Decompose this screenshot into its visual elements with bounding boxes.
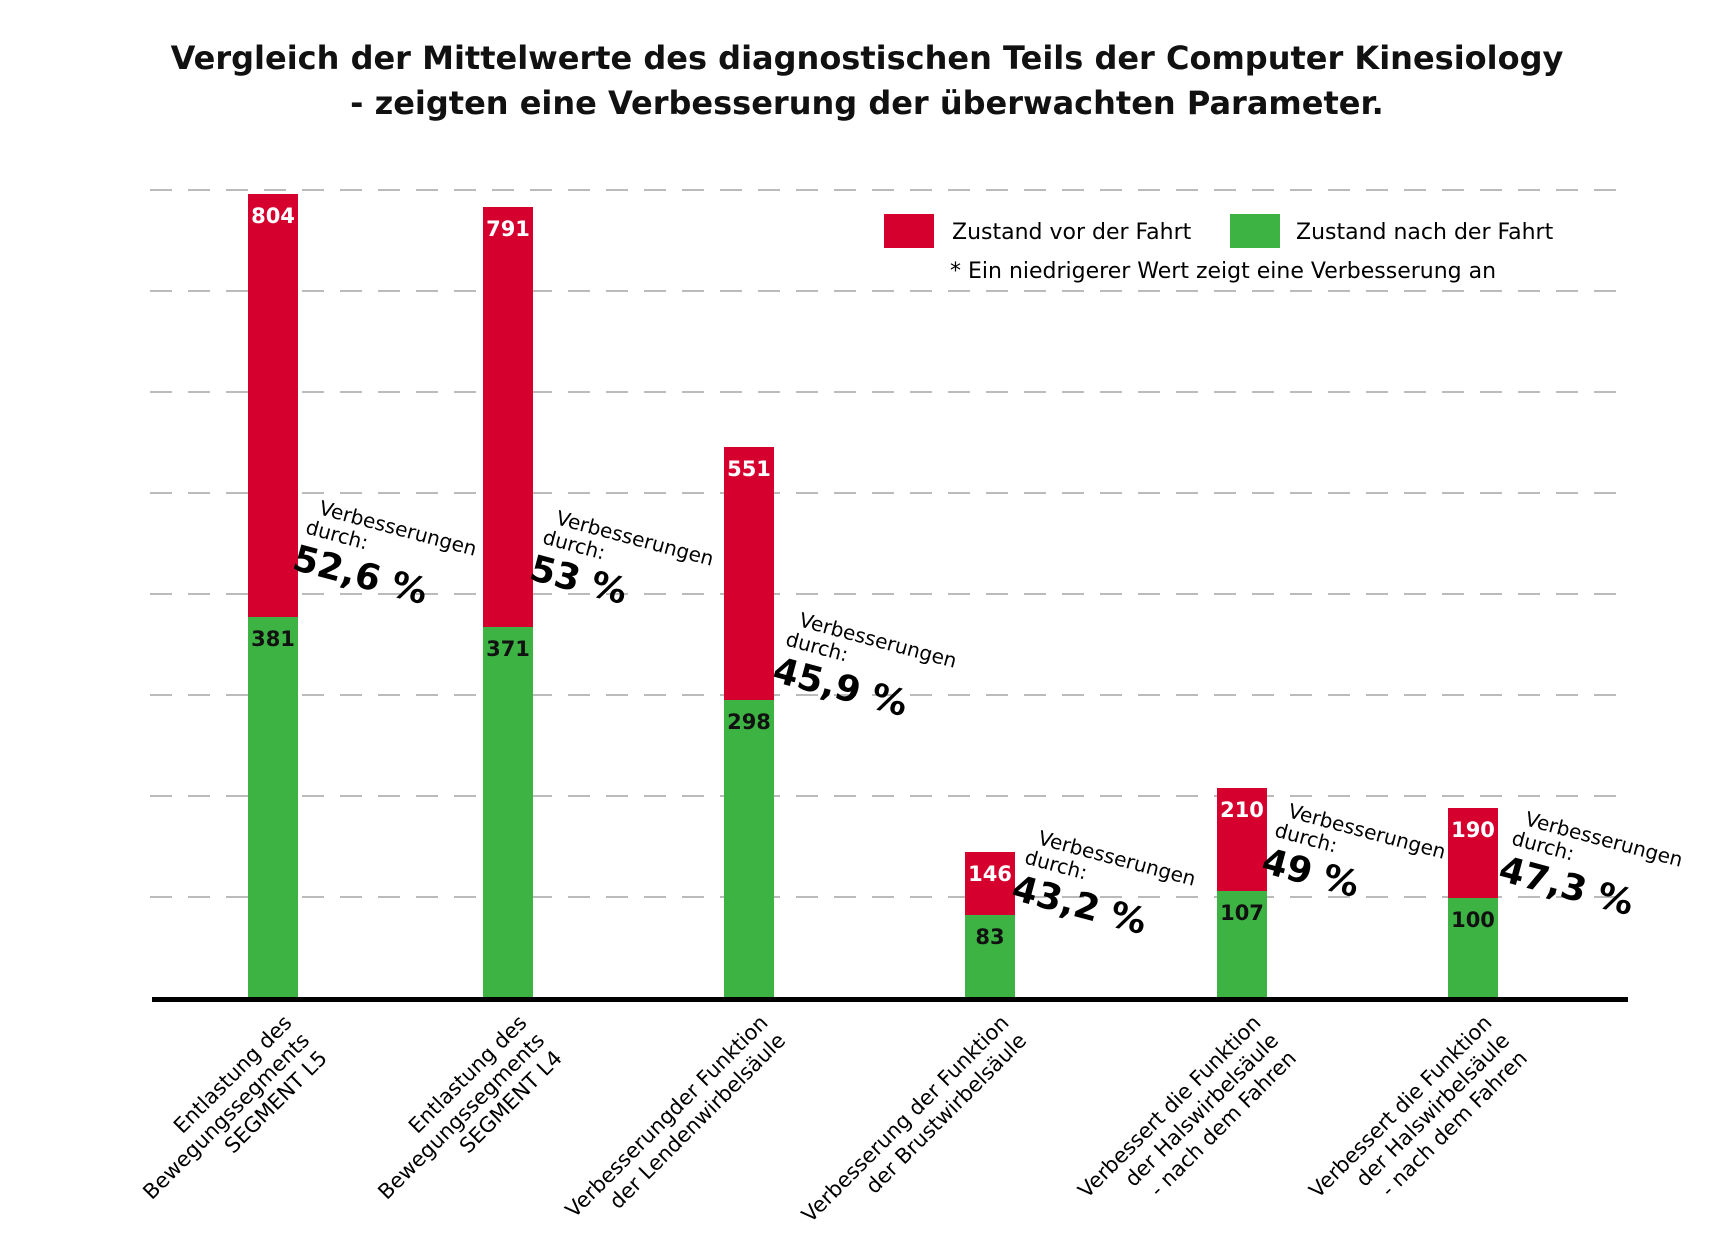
bar-nach bbox=[248, 617, 298, 998]
bar-nach bbox=[1217, 891, 1267, 998]
category-label-line: Verbesserung der Funktion bbox=[797, 1011, 1013, 1227]
bar-value-label-vor: 210 bbox=[1220, 798, 1264, 822]
bar-value-label-vor: 190 bbox=[1451, 818, 1495, 842]
chart-title: Vergleich der Mittelwerte des diagnostis… bbox=[170, 39, 1564, 77]
legend-label-nach: Zustand nach der Fahrt bbox=[1296, 220, 1554, 245]
bar-value-label-nach: 83 bbox=[975, 925, 1004, 949]
bar-value-label-vor: 791 bbox=[486, 217, 530, 241]
bar-value-label-nach: 371 bbox=[486, 637, 530, 661]
bar-value-label-nach: 107 bbox=[1220, 901, 1264, 925]
bar-labels: 804 381 791 371 551 298 146 83 210 107 190 100 bbox=[251, 204, 1495, 949]
bar-value-label-nach: 100 bbox=[1451, 908, 1495, 932]
bar-nach bbox=[483, 627, 533, 998]
category-label-line: Bewegungssegments bbox=[138, 1028, 314, 1204]
category-label-line: der Lendenwirbelsäule bbox=[605, 1028, 790, 1213]
category-label-line: Bewegungssegments bbox=[373, 1028, 549, 1204]
gridlines bbox=[150, 189, 1620, 898]
legend-label-vor: Zustand vor der Fahrt bbox=[952, 220, 1192, 245]
bar-value-label-nach: 381 bbox=[251, 627, 295, 651]
legend: Zustand vor der Fahrt Zustand nach der F… bbox=[884, 214, 1554, 284]
legend-swatch-nach bbox=[1230, 214, 1280, 248]
bar-value-label-vor: 146 bbox=[968, 862, 1012, 886]
bar-value-label-vor: 551 bbox=[727, 457, 771, 481]
bar-nach bbox=[724, 700, 774, 998]
bars bbox=[248, 194, 1498, 998]
legend-note: * Ein niedrigerer Wert zeigt eine Verbes… bbox=[950, 259, 1496, 284]
bar-nach bbox=[965, 915, 1015, 998]
bar-value-label-nach: 298 bbox=[727, 710, 771, 734]
category-label-line: der Halswirbelsäule bbox=[1351, 1028, 1514, 1191]
legend-swatch-vor bbox=[884, 214, 934, 248]
category-label-line: der Brustwirbelsäule bbox=[861, 1028, 1031, 1198]
category-label-line: der Halswirbelsäule bbox=[1120, 1028, 1283, 1191]
bar-nach bbox=[1448, 898, 1498, 998]
category-label-line: Verbesserungder Funktion bbox=[561, 1011, 773, 1223]
bar-value-label-vor: 804 bbox=[251, 204, 295, 228]
chart-subtitle: - zeigten eine Verbesserung der überwach… bbox=[350, 84, 1384, 122]
